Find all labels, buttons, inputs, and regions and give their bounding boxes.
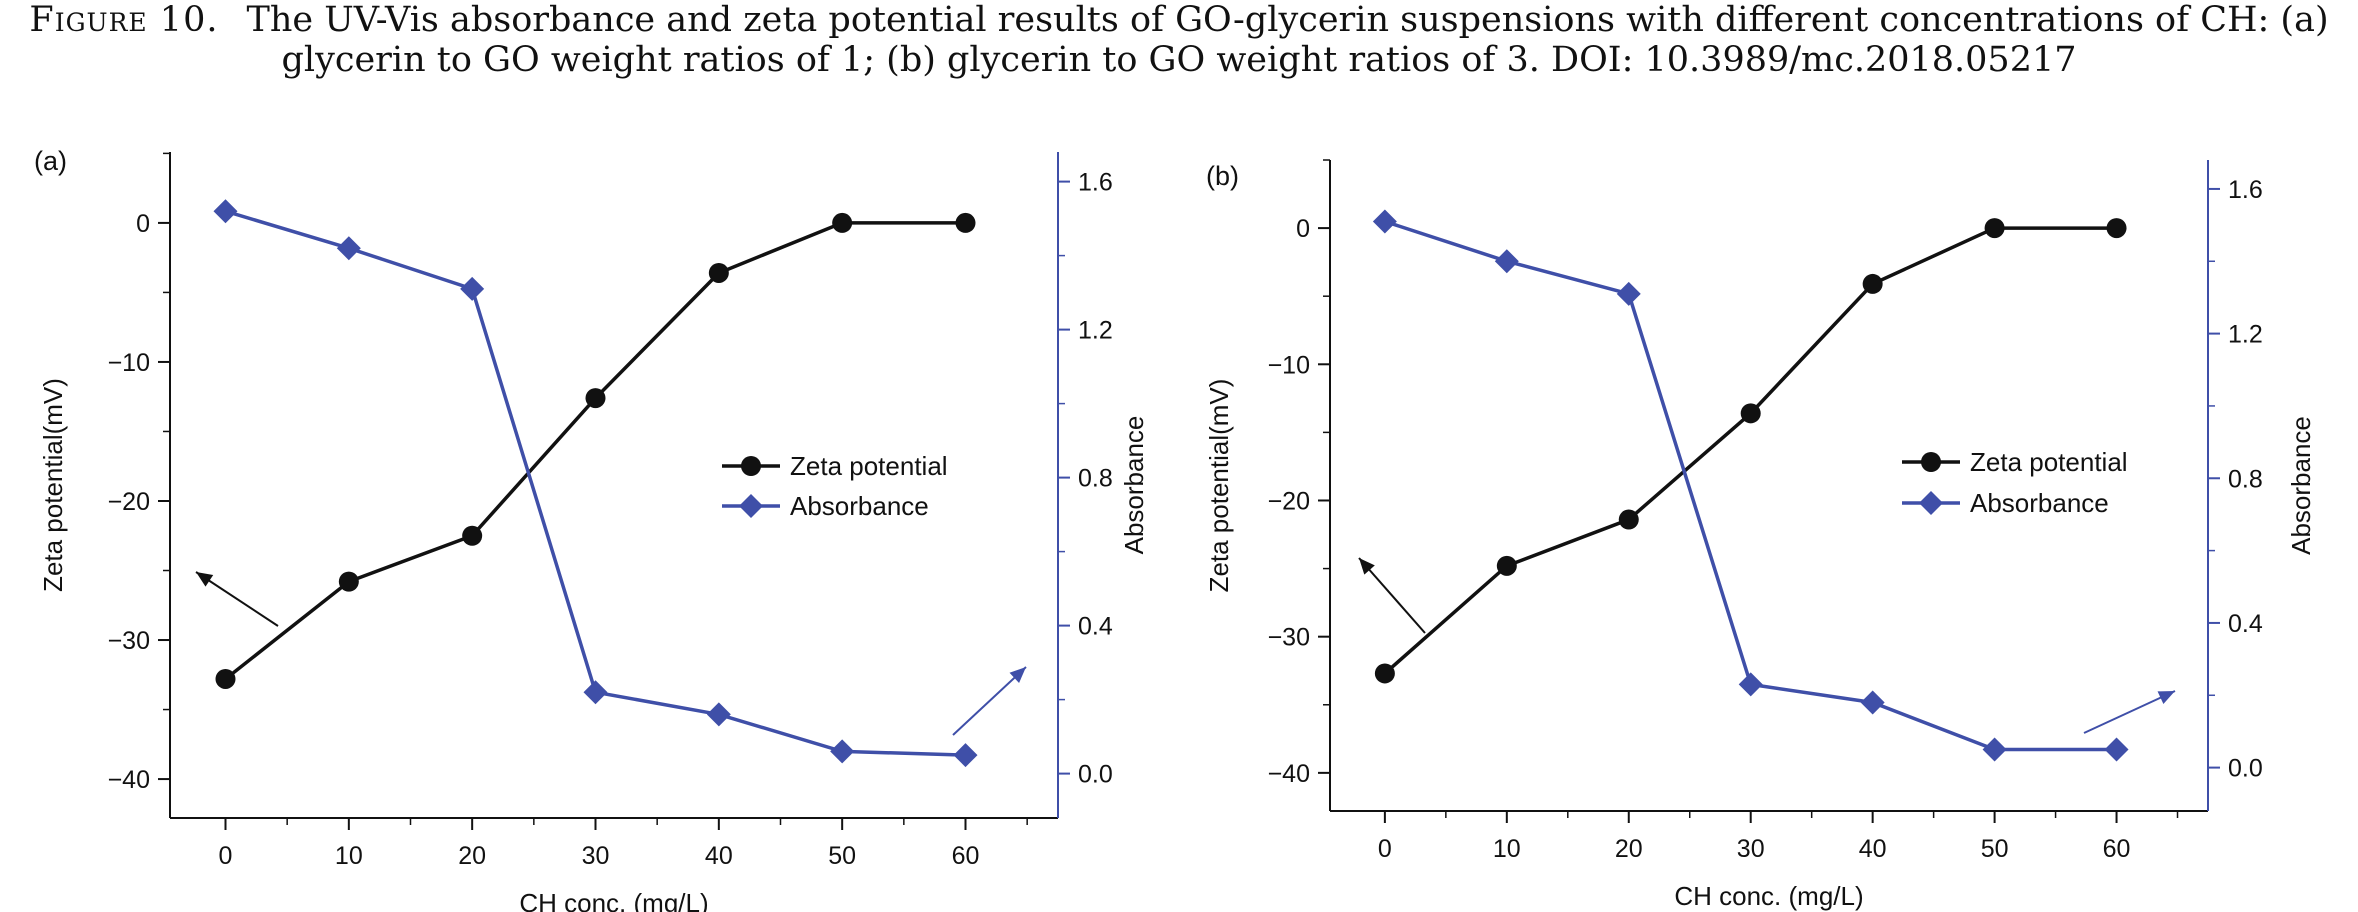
y-right-tick-label: 1.2: [1078, 317, 1113, 345]
chart-panel-b: (b) 0 10 20 30 40 50 60 CH conc. (mg/L) 0 −10 −20 −3…: [1204, 159, 2316, 911]
x-tick-label: 60: [2103, 835, 2131, 863]
y-left-tick-label: 0: [136, 210, 150, 238]
zeta-potential-point: [338, 571, 359, 592]
absorbance-point: [336, 236, 361, 261]
y-left-tick-label: −10: [1268, 351, 1310, 379]
y-right-tick-label: 1.6: [2228, 176, 2263, 204]
absorbance-point: [1494, 249, 1519, 274]
y-right-axis-label: Absorbance: [1119, 416, 1149, 555]
x-tick-label: 40: [705, 842, 733, 870]
arrow-head: [196, 572, 214, 587]
y-right-tick-label: 0.0: [1078, 761, 1113, 789]
absorbance-point: [2104, 737, 2129, 762]
absorbance-point: [213, 199, 238, 224]
y-left-tick-label: −20: [1268, 487, 1310, 515]
absorbance-point: [1372, 209, 1397, 234]
zeta-axis-arrow: [1358, 557, 1426, 634]
zeta-potential-point: [955, 212, 976, 233]
x-tick-label: 0: [1378, 835, 1392, 863]
y-left-tick-label: −40: [1268, 760, 1310, 788]
y-left-tick-label: 0: [1296, 215, 1310, 243]
legend-label: Absorbance: [790, 491, 929, 521]
y-left-axis-label: Zeta potential(mV): [1204, 379, 1234, 593]
y-right-tick-label: 0.4: [2228, 610, 2263, 638]
absorbance-axis-arrow: [2083, 690, 2176, 734]
absorbance-point: [706, 702, 731, 727]
zeta-potential-point: [462, 525, 483, 546]
x-tick-label: 20: [458, 842, 486, 870]
caption-line-2: glycerin to GO weight ratios of 1; (b) g…: [0, 40, 2358, 80]
x-tick-label: 0: [219, 842, 233, 870]
absorbance-series-line: [224, 209, 966, 757]
y-right-tick-label: 0.8: [2228, 465, 2263, 493]
y-right-tick-label: 0.0: [2228, 755, 2263, 783]
zeta-potential-point: [1374, 663, 1395, 684]
absorbance-point: [1738, 672, 1763, 697]
y-left-tick-label: −30: [1268, 624, 1310, 652]
absorbance-point: [953, 743, 978, 768]
x-axis-label: CH conc. (mg/L): [1674, 881, 1863, 911]
y-right-tick-label: 1.6: [1078, 169, 1113, 197]
zeta-potential-point: [1496, 555, 1517, 576]
arrow-head: [1359, 558, 1375, 575]
y-right-tick-label: 0.8: [1078, 465, 1113, 493]
x-tick-label: 40: [1859, 835, 1887, 863]
y-left-tick-label: −40: [108, 766, 150, 794]
zeta-potential-point: [585, 388, 606, 409]
absorbance-point: [1860, 690, 1885, 715]
x-tick-label: 20: [1615, 835, 1643, 863]
x-tick-label: 50: [828, 842, 856, 870]
legend-marker-diamond: [739, 494, 763, 518]
arrow-head: [2157, 691, 2175, 705]
caption-text-2: glycerin to GO weight ratios of 1; (b) g…: [281, 40, 2077, 80]
y-left-tick-label: −20: [108, 488, 150, 516]
x-tick-label: 30: [582, 842, 610, 870]
zeta-potential-point: [708, 262, 729, 283]
zeta-axis-arrow: [195, 571, 279, 627]
y-right-tick-label: 0.4: [1078, 613, 1113, 641]
legend-marker-diamond: [1919, 491, 1943, 515]
absorbance-series-line: [1384, 219, 2117, 752]
y-left-tick-label: −30: [108, 627, 150, 655]
zeta-potential-point: [1984, 218, 2005, 239]
figure-caption: Figure 10. The UV-Vis absorbance and zeta…: [0, 0, 2358, 100]
y-left-axis-label: Zeta potential(mV): [38, 378, 68, 592]
caption-text-1: The UV-Vis absorbance and zeta potential…: [246, 0, 2329, 40]
caption-line-1: Figure 10. The UV-Vis absorbance and zeta…: [0, 0, 2358, 40]
legend-marker-circle: [741, 456, 761, 476]
x-axis-label: CH conc. (mg/L): [519, 888, 708, 912]
legend-label: Zeta potential: [790, 451, 948, 481]
absorbance-point: [1982, 737, 2007, 762]
y-left-tick-label: −10: [108, 349, 150, 377]
panel-label: (b): [1206, 161, 1239, 191]
absorbance-point: [1616, 281, 1641, 306]
legend-marker-circle: [1921, 452, 1941, 472]
y-right-tick-label: 1.2: [2228, 321, 2263, 349]
y-right-axis-label: Absorbance: [2286, 416, 2316, 555]
x-tick-label: 10: [1493, 835, 1521, 863]
panel-label: (a): [34, 146, 67, 176]
absorbance-point: [460, 276, 485, 301]
legend-label: Absorbance: [1970, 488, 2109, 518]
x-tick-label: 30: [1737, 835, 1765, 863]
zeta-potential-point: [215, 668, 236, 689]
absorbance-point: [830, 739, 855, 764]
arrow-head: [1009, 667, 1026, 684]
zeta-potential-point: [1740, 403, 1761, 424]
x-tick-label: 50: [1981, 835, 2009, 863]
x-tick-label: 60: [952, 842, 980, 870]
chart-panel-a: (a) 0 10 20 30 40 50 60 CH conc. (mg/L) 0 −10 −20 −3…: [34, 146, 1149, 912]
zeta-potential-point: [832, 212, 853, 233]
zeta-potential-point: [2106, 218, 2127, 239]
x-tick-label: 10: [335, 842, 363, 870]
absorbance-point: [583, 680, 608, 705]
zeta-potential-point: [1618, 509, 1639, 530]
zeta-potential-point: [1862, 273, 1883, 294]
legend-label: Zeta potential: [1970, 447, 2128, 477]
absorbance-axis-arrow: [952, 666, 1027, 736]
figure-label: Figure 10.: [29, 0, 219, 40]
